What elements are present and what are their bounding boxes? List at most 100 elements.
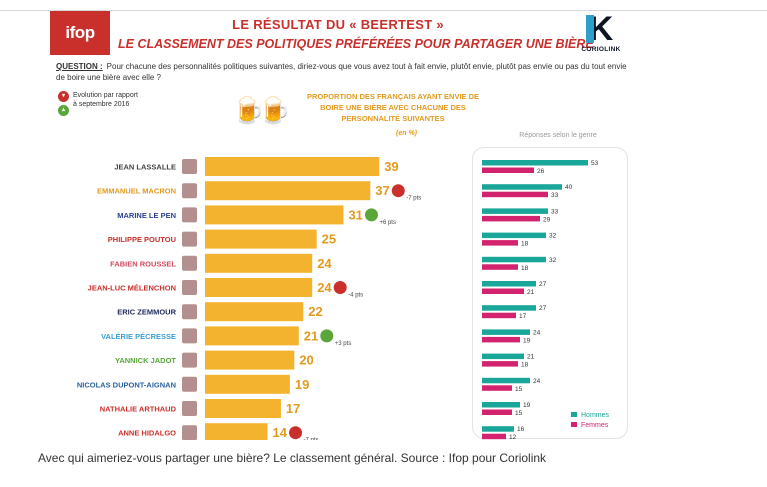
femmes-bar	[482, 264, 518, 270]
main-bar-value: 19	[295, 377, 309, 392]
trend-up-icon: ▴	[58, 105, 69, 116]
evolution-label: +6 pts	[379, 220, 396, 226]
main-bar-value: 14	[273, 425, 288, 440]
candidate-label: PHILIPPE POUTOU	[108, 235, 176, 244]
hommes-value: 40	[565, 184, 573, 191]
hommes-bar	[482, 305, 536, 311]
femmes-bar	[482, 361, 518, 367]
main-bar-value: 21	[304, 328, 318, 343]
femmes-bar	[482, 336, 520, 343]
femmes-value: 15	[515, 386, 523, 393]
main-bar	[205, 205, 344, 225]
femmes-bar	[482, 215, 540, 222]
main-bar	[205, 399, 281, 418]
ifop-logo: ifop	[50, 11, 110, 55]
main-bar-value: 17	[286, 401, 300, 416]
candidate-photo-icon	[182, 425, 197, 440]
title-line-2: LE CLASSEMENT DES POLITIQUES PRÉFÉRÉES P…	[118, 37, 594, 51]
hommes-bar	[482, 402, 520, 408]
hommes-bar	[482, 160, 588, 166]
femmes-value: 33	[551, 192, 559, 199]
evolution-label: +3 pts	[335, 341, 352, 347]
hommes-value: 24	[533, 378, 541, 385]
title-line-1: LE RÉSULTAT DU « BEERTEST »	[232, 17, 444, 32]
hommes-bar	[482, 208, 548, 214]
femmes-value: 18	[521, 362, 529, 369]
question-text: QUESTION : Pour chacune des personnalités…	[56, 61, 628, 83]
candidate-photo-icon	[182, 159, 197, 174]
hommes-bar	[482, 426, 514, 432]
trend-down-icon	[391, 184, 405, 198]
candidate-photo-icon	[182, 255, 197, 271]
candidate-label: NATHALIE ARTHAUD	[100, 405, 177, 414]
candidate-photo-icon	[182, 231, 197, 247]
femmes-value: 18	[521, 241, 529, 248]
evolution-label: -7 pts	[406, 196, 421, 202]
main-bar	[205, 229, 317, 249]
candidate-photo-icon	[182, 183, 197, 199]
femmes-value: 17	[519, 313, 527, 320]
femmes-value: 29	[543, 216, 551, 223]
hommes-bar	[482, 377, 530, 384]
main-bar	[205, 181, 371, 201]
candidate-photo-icon	[182, 304, 197, 320]
candidate-label: JEAN-LUC MÉLENCHON	[88, 284, 176, 293]
femmes-value: 15	[515, 410, 523, 417]
candidate-photo-icon	[182, 401, 197, 416]
main-bar-value: 37	[375, 183, 389, 198]
femmes-value: 21	[527, 289, 535, 296]
main-bar	[205, 253, 313, 273]
femmes-value: 19	[523, 337, 531, 344]
chart-subtitle: PROPORTION DES FRANÇAIS AYANT ENVIE DE B…	[306, 92, 480, 123]
hommes-bar	[482, 281, 536, 287]
femmes-bar	[482, 385, 512, 391]
hommes-value: 27	[539, 305, 547, 312]
infographic: ifop LE RÉSULTAT DU « BEERTEST » LE CLAS…	[48, 11, 630, 440]
candidate-photo-icon	[182, 207, 197, 223]
chart-unit: (en %)	[396, 130, 417, 137]
hommes-value: 24	[533, 329, 541, 336]
femmes-bar	[482, 191, 548, 198]
legend-femmes-label: Femmes	[581, 422, 609, 429]
legend-hommes-label: Hommes	[581, 412, 610, 419]
candidate-label: FABIEN ROUSSEL	[110, 259, 176, 268]
candidate-photo-icon	[182, 280, 197, 295]
evolution-legend: ▾ ▴ Evolution par rapport à septembre 20…	[58, 91, 141, 119]
main-bar	[205, 302, 304, 322]
main-bar	[205, 374, 290, 394]
main-bar	[205, 157, 380, 176]
figure-caption: Avec qui aimeriez-vous partager une bièr…	[38, 451, 547, 465]
femmes-value: 26	[537, 168, 545, 175]
candidate-photo-icon	[182, 352, 197, 368]
evolution-label: -4 pts	[348, 293, 363, 299]
trend-up-icon	[320, 329, 334, 343]
candidate-label: VALÉRIE PÉCRESSE	[101, 332, 176, 341]
question-body: Pour chacune des personnalités politique…	[56, 62, 627, 82]
question-label: QUESTION :	[56, 62, 103, 71]
k-accent-icon	[586, 15, 594, 43]
candidate-label: MARINE LE PEN	[117, 211, 176, 220]
coriolink-logo: K CORIOLINK	[580, 12, 622, 56]
candidate-label: ANNE HIDALGO	[118, 429, 176, 438]
hommes-bar	[482, 232, 546, 239]
legend-femmes-swatch	[571, 422, 577, 427]
candidate-label: YANNICK JADOT	[115, 356, 176, 365]
femmes-bar	[482, 288, 524, 294]
beer-mugs-icon: 🍺🍺	[232, 95, 291, 125]
femmes-bar	[482, 240, 518, 246]
candidate-label: EMMANUEL MACRON	[97, 187, 176, 196]
femmes-value: 18	[521, 265, 529, 272]
trend-down-icon	[333, 281, 347, 294]
evolution-legend-icons: ▾ ▴	[58, 91, 69, 116]
hommes-value: 53	[591, 160, 599, 167]
hommes-bar	[482, 353, 524, 360]
main-bar-value: 24	[317, 280, 332, 295]
gender-panel	[472, 147, 628, 439]
candidate-label: NICOLAS DUPONT-AIGNAN	[77, 380, 176, 389]
gender-panel-title: Réponses selon le genre	[519, 132, 597, 139]
candidate-photo-icon	[182, 328, 197, 344]
trend-down-icon: ▾	[58, 91, 69, 102]
main-bar	[205, 326, 299, 346]
main-bar-value: 25	[322, 232, 336, 247]
hommes-value: 27	[539, 281, 547, 288]
